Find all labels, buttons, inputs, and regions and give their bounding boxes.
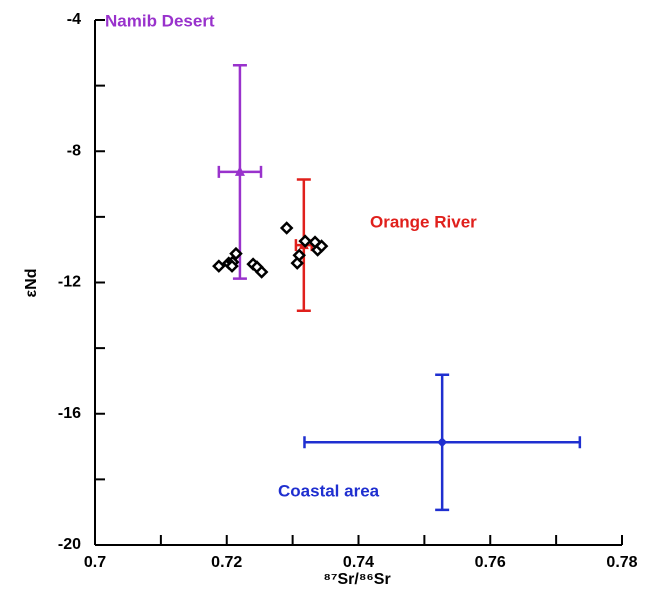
- y-tick-label: -8: [67, 142, 81, 159]
- series-label: Coastal area: [278, 481, 380, 500]
- x-tick-label: 0.74: [343, 554, 374, 571]
- sample-point: [298, 234, 312, 248]
- y-tick-label: -12: [58, 274, 81, 291]
- point: [437, 437, 448, 448]
- sample-point: [229, 246, 243, 261]
- point: [234, 165, 245, 176]
- y-axis-label: εNd: [23, 269, 40, 298]
- x-tick-label: 0.7: [84, 554, 106, 571]
- series-label: Orange River: [370, 212, 477, 231]
- x-tick-label: 0.76: [475, 554, 506, 571]
- series-label: Namib Desert: [105, 11, 215, 30]
- sample-point: [212, 259, 226, 273]
- y-tick-label: -4: [67, 11, 81, 28]
- x-tick-label: 0.78: [606, 554, 637, 571]
- sample-point: [254, 265, 269, 279]
- sample-point: [292, 248, 306, 263]
- sample-point: [279, 221, 294, 235]
- x-tick-label: 0.72: [211, 554, 242, 571]
- sample-point: [225, 259, 239, 273]
- sample-point: [314, 239, 329, 253]
- x-axis-label: ⁸⁷Sr/⁸⁶Sr: [323, 571, 390, 588]
- y-tick-label: -20: [58, 536, 81, 553]
- y-tick-label: -16: [58, 405, 81, 422]
